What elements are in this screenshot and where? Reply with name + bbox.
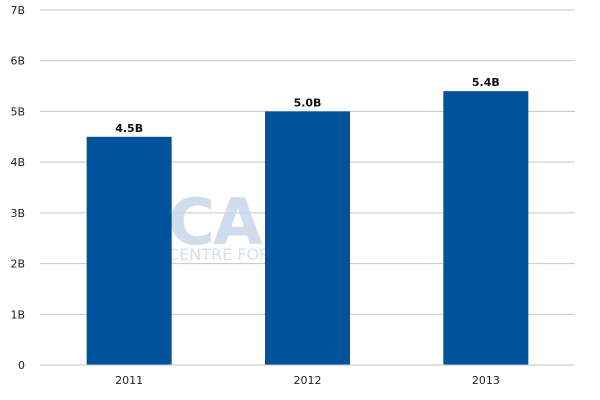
y-tick-label: 7B xyxy=(10,4,25,17)
data-label-2011: 4.5B xyxy=(115,122,143,135)
y-tick-label: 0 xyxy=(18,359,25,372)
y-tick-label: 4B xyxy=(10,156,25,169)
y-tick-label: 5B xyxy=(10,105,25,118)
data-label-2013: 5.4B xyxy=(472,76,500,89)
x-tick-label-2012: 2012 xyxy=(294,374,322,387)
x-axis-tick-labels: 2011 2012 2013 xyxy=(115,374,500,387)
bar-2012 xyxy=(265,111,350,365)
data-labels: 4.5B 5.0B 5.4B xyxy=(115,76,500,135)
y-axis-tick-labels: 0 1B 2B 3B 4B 5B 6B 7B xyxy=(10,4,25,372)
y-tick-label: 3B xyxy=(10,207,25,220)
y-tick-label: 2B xyxy=(10,258,25,271)
y-tick-label: 1B xyxy=(10,308,25,321)
y-tick-label: 6B xyxy=(10,55,25,68)
data-label-2012: 5.0B xyxy=(294,96,322,109)
bar-2013 xyxy=(443,91,529,366)
x-tick-label-2011: 2011 xyxy=(115,374,143,387)
bar-2011 xyxy=(86,136,172,365)
x-tick-label-2013: 2013 xyxy=(472,374,500,387)
bars xyxy=(86,91,529,366)
